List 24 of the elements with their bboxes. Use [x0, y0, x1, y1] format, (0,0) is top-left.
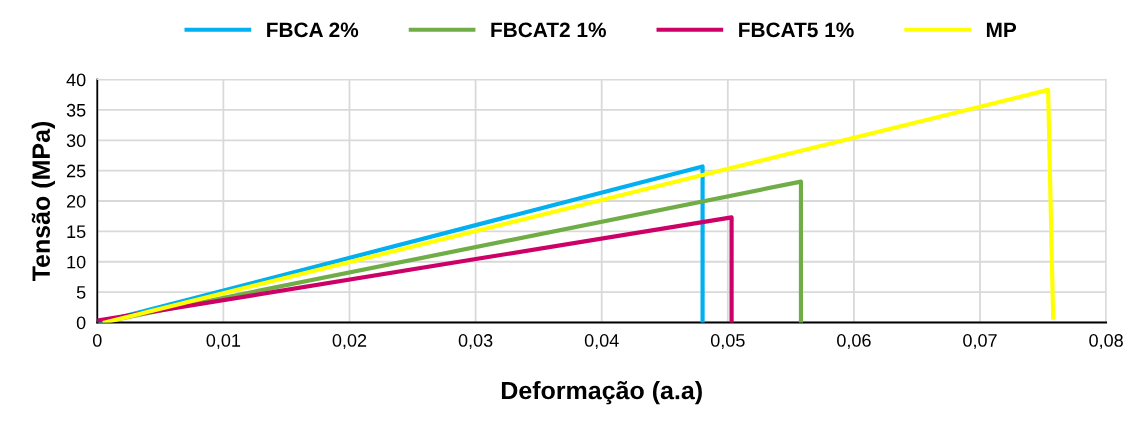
legend-label: FBCA 2%	[267, 22, 359, 38]
y-tick-label: 40	[66, 73, 86, 87]
x-axis-title: Deformação (a.a)	[501, 381, 702, 405]
y-tick-label: 20	[66, 194, 86, 208]
y-axis-title: Tensão (MPa)	[31, 121, 55, 282]
x-tick-label: 0,04	[584, 334, 619, 350]
x-tick-label: 0	[92, 334, 102, 347]
legend-label: MP	[986, 22, 1017, 38]
y-tick-label: 10	[67, 255, 86, 269]
x-tick-label: 0,02	[332, 334, 367, 350]
y-tick-label: 0	[76, 316, 86, 330]
y-tick-label: 25	[66, 164, 86, 178]
y-tick-label: 15	[67, 225, 86, 239]
x-tick-label: 0,03	[458, 334, 493, 350]
x-tick-label: 0,01	[206, 334, 241, 350]
legend-label: FBCAT5 1%	[739, 22, 854, 38]
x-tick-label: 0,07	[963, 334, 997, 350]
x-tick-label: 0,05	[710, 334, 745, 350]
legend-label: FBCAT2 1%	[491, 22, 606, 38]
x-tick-label: 0,08	[1089, 334, 1123, 350]
y-tick-label: 30	[66, 134, 86, 148]
y-tick-label: 5	[76, 286, 86, 299]
y-tick-label: 35	[66, 103, 86, 117]
x-tick-label: 0,06	[837, 334, 871, 350]
